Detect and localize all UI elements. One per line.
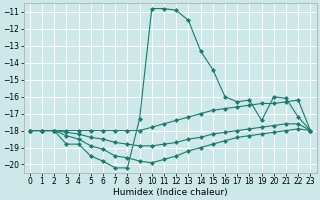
X-axis label: Humidex (Indice chaleur): Humidex (Indice chaleur) bbox=[113, 188, 228, 197]
